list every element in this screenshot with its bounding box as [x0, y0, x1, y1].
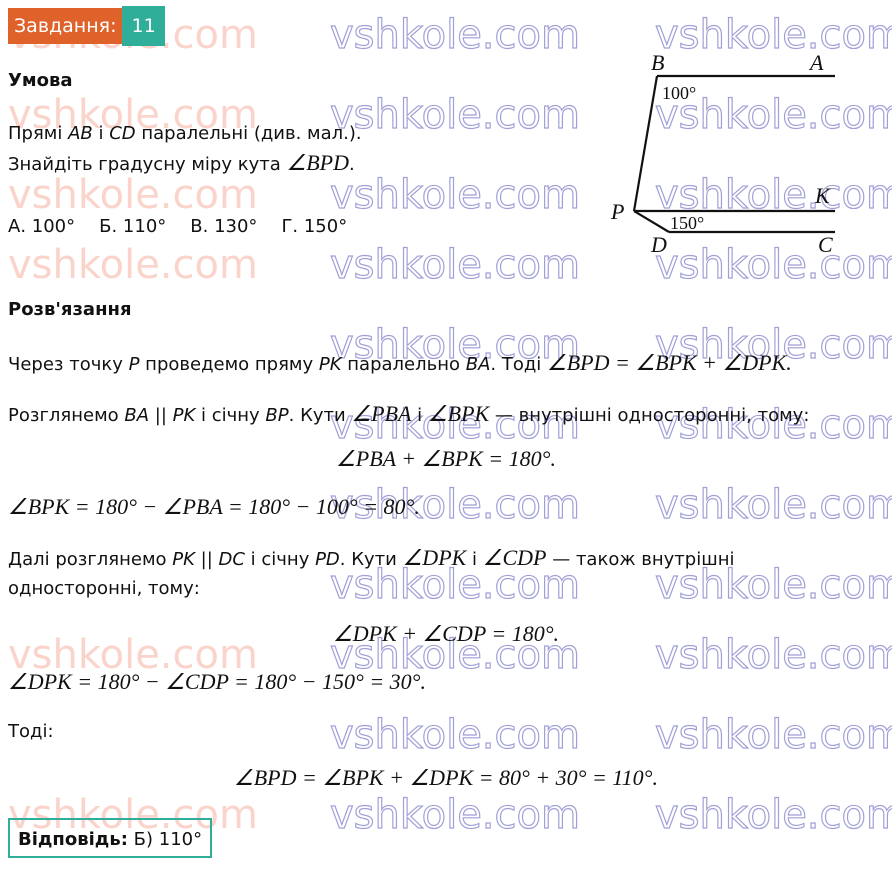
- text: і: [92, 123, 110, 144]
- text: Знайдіть градусну міру кута: [8, 154, 287, 175]
- angle: ∠CDP: [482, 545, 547, 570]
- text: — внутрішні односторонні, тому:: [489, 405, 810, 426]
- text: і: [466, 549, 483, 570]
- option-b: Б. 110°: [99, 216, 167, 237]
- text: . Кути: [288, 405, 352, 426]
- text: і: [411, 405, 428, 426]
- formula-3: ∠DPK + ∠CDP = 180°.: [332, 621, 560, 646]
- line-cd: CD: [109, 123, 136, 144]
- option-c: В. 130°: [190, 216, 258, 237]
- formula-4: ∠DPK = 180° − ∠CDP = 180° − 150° = 30°.: [8, 669, 426, 694]
- line-bp: [632, 75, 659, 212]
- label-b: B: [651, 50, 664, 75]
- text: . Кути: [339, 549, 403, 570]
- solution-paragraph-3: Далі розглянемо PK || DC і січну PD. Кут…: [8, 545, 734, 571]
- condition-heading: Умова: [8, 70, 73, 91]
- answer-label: Відповідь:: [18, 829, 128, 850]
- text: Розглянемо: [8, 405, 125, 426]
- answer-options: А. 100° Б. 110° В. 130° Г. 150°: [8, 216, 347, 237]
- option-a: А. 100°: [8, 216, 76, 237]
- text: Через точку: [8, 354, 129, 375]
- label-p: P: [610, 199, 624, 224]
- condition-line-1: Прямі AB і CD паралельні (див. мал.).: [8, 123, 362, 144]
- line-ba: BA: [465, 354, 491, 375]
- text: . Тоді: [490, 354, 548, 375]
- line-bp: BP: [265, 405, 289, 426]
- solution-paragraph-2: Розглянемо BA || PK і січну BP. Кути ∠PB…: [8, 401, 809, 427]
- answer-box: Відповідь: Б) 110°: [8, 818, 213, 858]
- text: і січну: [195, 405, 266, 426]
- angle-label-100: 100°: [662, 83, 696, 103]
- text: Прямі: [8, 123, 69, 144]
- label-c: C: [818, 232, 833, 257]
- text: паралельні (див. мал.).: [135, 123, 362, 144]
- label-d: D: [650, 232, 667, 257]
- text: паралельно: [341, 354, 466, 375]
- text: проведемо пряму: [139, 354, 319, 375]
- text: .: [349, 154, 355, 175]
- text: Далі розглянемо: [8, 549, 173, 570]
- angle: ∠BPK: [427, 401, 490, 426]
- formula: ∠BPD = ∠BPK + ∠DPK.: [547, 350, 792, 375]
- angle-label-150: 150°: [670, 213, 704, 233]
- angle: ∠DPK: [402, 545, 467, 570]
- text: — також внутрішні: [546, 549, 735, 570]
- line-pk: PK: [318, 354, 342, 375]
- solution-paragraph-3-cont: односторонні, тому:: [8, 578, 200, 599]
- then-text: Тоді:: [8, 721, 54, 742]
- text: і січну: [244, 549, 316, 570]
- angle: ∠PBA: [351, 401, 412, 426]
- formula-5: ∠BPD = ∠BPK + ∠DPK = 80° + 30° = 110°.: [234, 765, 658, 790]
- line-pd: PD: [315, 549, 340, 570]
- option-d: Г. 150°: [281, 216, 348, 237]
- task-number: 11: [122, 6, 165, 46]
- task-header: Завдання: 11: [8, 6, 165, 46]
- point-p: P: [128, 354, 140, 375]
- formula-2: ∠BPK = 180° − ∠PBA = 180° − 100° = 80°.: [8, 494, 420, 519]
- solution-paragraph-1: Через точку P проведемо пряму PK паралел…: [8, 350, 792, 376]
- answer-value: Б) 110°: [127, 829, 203, 850]
- line-pd: [633, 210, 670, 233]
- parallel-relation: PK || DC: [172, 549, 245, 570]
- label-a: A: [808, 50, 824, 75]
- solution-heading: Розв'язання: [8, 299, 132, 320]
- angle-bpd: ∠BPD: [286, 150, 350, 175]
- parallel-relation: BA || PK: [124, 405, 196, 426]
- formula-1: ∠PBA + ∠BPK = 180°.: [336, 446, 556, 471]
- condition-line-2: Знайдіть градусну міру кута ∠BPD.: [8, 150, 355, 176]
- line-ab: AB: [68, 123, 93, 144]
- task-label: Завдання:: [8, 8, 123, 44]
- label-k: K: [814, 183, 831, 208]
